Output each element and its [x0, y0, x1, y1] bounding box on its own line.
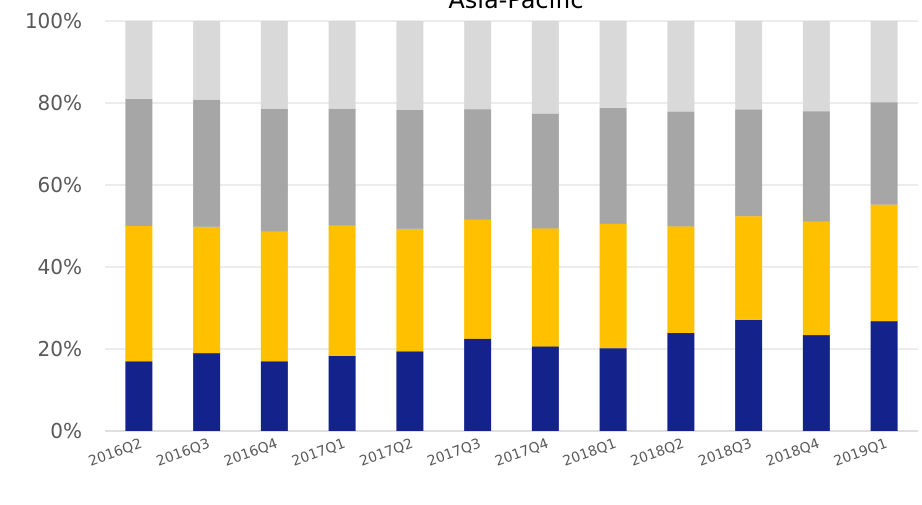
bar-segment [260, 361, 288, 431]
bar-segment [396, 109, 424, 229]
bar-segment [735, 109, 763, 217]
bar-segment [396, 21, 424, 110]
y-tick-label: 60% [38, 173, 82, 197]
bar-segment [328, 21, 356, 109]
bar-segment [870, 102, 898, 205]
bar-segment [125, 98, 153, 226]
bar-segment [735, 319, 763, 431]
bar-segment [193, 99, 221, 227]
bar-segment [464, 338, 492, 431]
bar-segment [328, 108, 356, 226]
bar-segment [667, 21, 695, 112]
bar-segment [531, 113, 559, 229]
bar-segment [870, 204, 898, 322]
bar-segment [802, 21, 830, 112]
bar-segment [125, 361, 153, 431]
y-tick-label: 20% [38, 337, 82, 361]
bar-segment [193, 226, 221, 354]
bar-segment [531, 21, 559, 114]
bar-segment [464, 21, 492, 110]
bar-segment [599, 107, 627, 224]
bar-segment [735, 216, 763, 320]
bar-segment [396, 351, 424, 431]
bar-segment [599, 21, 627, 108]
bar-stacks [125, 21, 898, 431]
bar-segment [328, 225, 356, 356]
bar-segment [870, 21, 898, 103]
bar-segment [193, 353, 221, 431]
chart-title: Asia-Pacific [448, 0, 583, 14]
y-tick-label: 80% [38, 91, 82, 115]
y-axis-tick-labels: 0% 20% 40% 60% 80% 100% [25, 9, 82, 443]
y-tick-label: 100% [25, 9, 82, 33]
bar-segment [125, 21, 153, 99]
x-axis-tick-labels: 2016Q2 2016Q3 2016Q4 2017Q1 2017Q2 2017Q3 2017… [87, 436, 890, 470]
bar-segment [667, 111, 695, 227]
bar-segment [870, 321, 898, 431]
bar-segment [260, 108, 288, 232]
x-tick-label: 2016Q3 [154, 436, 212, 470]
x-tick-label: 2017Q3 [425, 436, 483, 470]
x-tick-label: 2016Q2 [87, 436, 145, 470]
bar-segment [599, 223, 627, 349]
x-tick-label: 2018Q2 [629, 436, 687, 470]
gridlines [105, 20, 918, 432]
bar-segment [396, 228, 424, 352]
bar-segment [667, 226, 695, 334]
x-tick-label: 2017Q4 [493, 436, 551, 470]
bar-segment [260, 231, 288, 362]
x-tick-label: 2018Q3 [696, 436, 754, 470]
y-tick-label: 40% [38, 255, 82, 279]
bar-segment [125, 226, 153, 362]
bar-segment [531, 228, 559, 347]
bar-segment [464, 109, 492, 220]
bar-segment [802, 221, 830, 336]
bar-segment [464, 219, 492, 339]
bar-segment [193, 21, 221, 100]
bar-segment [599, 348, 627, 431]
x-tick-label: 2017Q1 [290, 436, 348, 470]
x-tick-label: 2017Q2 [358, 436, 416, 470]
bar-segment [260, 21, 288, 109]
y-tick-label: 0% [50, 419, 82, 443]
bar-segment [802, 111, 830, 222]
x-tick-label: 2018Q4 [764, 436, 822, 470]
bar-segment [328, 355, 356, 431]
bar-segment [667, 333, 695, 431]
x-tick-label: 2019Q1 [832, 436, 890, 470]
x-tick-label: 2016Q4 [222, 436, 280, 470]
x-tick-label: 2018Q1 [561, 436, 619, 470]
bar-segment [735, 21, 763, 110]
bar-segment [531, 346, 559, 431]
bar-segment [802, 335, 830, 431]
